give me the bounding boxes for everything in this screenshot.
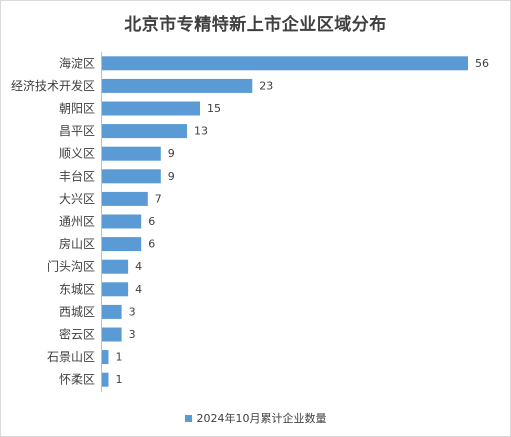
category-label-5: 顺义区 <box>59 147 95 161</box>
bar-3 <box>102 101 200 116</box>
data-label-10: 4 <box>135 260 142 273</box>
bar-6 <box>102 169 161 184</box>
category-label-6: 丰台区 <box>59 168 95 183</box>
bar-14 <box>102 350 109 365</box>
category-label-13: 密云区 <box>59 327 95 342</box>
data-label-6: 9 <box>168 170 175 183</box>
bar-7 <box>102 191 148 206</box>
data-label-8: 6 <box>148 215 155 228</box>
category-label-9: 房山区 <box>59 236 95 251</box>
data-label-14: 1 <box>116 351 123 364</box>
bar-4 <box>102 124 187 139</box>
data-label-12: 3 <box>129 305 136 318</box>
data-label-5: 9 <box>168 147 175 160</box>
category-label-7: 大兴区 <box>59 192 95 206</box>
bar-10 <box>102 259 129 274</box>
bar-13 <box>102 327 122 342</box>
category-label-3: 朝阳区 <box>59 102 95 116</box>
data-label-13: 3 <box>129 328 136 341</box>
category-label-11: 东城区 <box>59 282 95 296</box>
bar-11 <box>102 282 129 297</box>
chart-title: 北京市专精特新上市企业区域分布 <box>124 15 387 35</box>
data-label-9: 6 <box>148 238 155 251</box>
bar-5 <box>102 146 161 161</box>
data-label-11: 4 <box>135 283 142 296</box>
category-label-12: 西城区 <box>59 305 95 319</box>
data-label-1: 56 <box>475 57 489 70</box>
data-label-4: 13 <box>194 125 208 138</box>
category-label-14: 石景山区 <box>47 350 95 364</box>
data-label-7: 7 <box>155 192 162 205</box>
category-label-2: 经济技术开发区 <box>11 78 95 93</box>
category-label-1: 海淀区 <box>59 55 95 70</box>
category-label-15: 怀柔区 <box>59 373 95 387</box>
category-label-8: 通州区 <box>59 215 95 229</box>
category-label-4: 昌平区 <box>59 124 95 138</box>
legend-swatch <box>184 414 192 422</box>
bar-12 <box>102 304 122 319</box>
bar-15 <box>102 372 109 387</box>
category-label-10: 门头沟区 <box>47 259 95 274</box>
bar-2 <box>102 78 253 93</box>
bar-1 <box>102 56 468 71</box>
data-label-3: 15 <box>207 102 221 115</box>
bar-9 <box>102 237 142 252</box>
legend-label: 2024年10月累计企业数量 <box>196 412 327 425</box>
data-label-2: 23 <box>259 79 273 92</box>
bar-8 <box>102 214 142 229</box>
legend: 2024年10月累计企业数量 <box>0 410 511 426</box>
data-label-15: 1 <box>116 373 123 386</box>
